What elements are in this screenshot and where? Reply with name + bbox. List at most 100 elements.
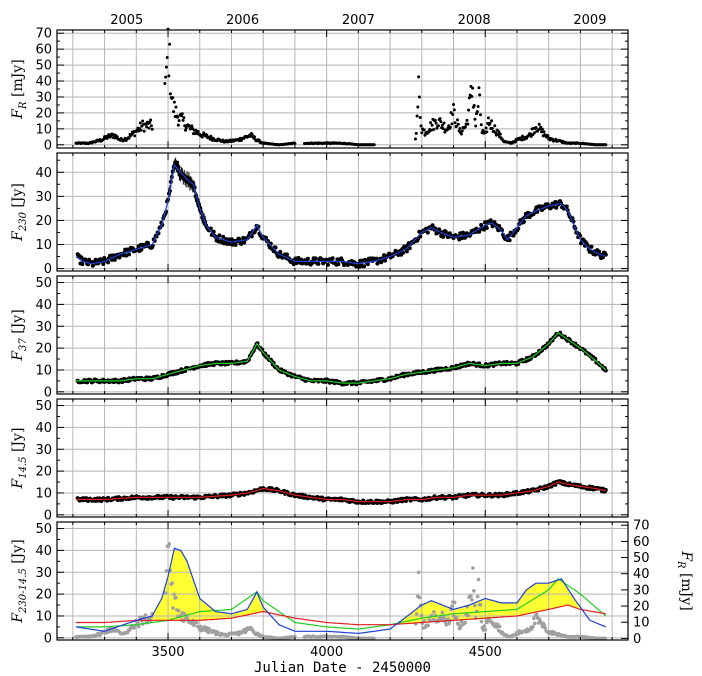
y-right-tick-label: 50 [633, 551, 650, 566]
optical-point [172, 592, 176, 597]
top-year-label: 2005 [110, 13, 143, 28]
data-point [485, 130, 489, 134]
y-tick-label: 40 [35, 421, 52, 436]
data-point [146, 240, 151, 245]
data-point [190, 124, 194, 128]
y-tick-label: 40 [35, 298, 52, 313]
optical-point [471, 566, 475, 570]
data-point [476, 105, 480, 109]
data-point [106, 260, 111, 265]
data-point [196, 130, 200, 134]
data-point [181, 118, 185, 122]
data-point [546, 134, 550, 138]
optical-point [456, 622, 461, 627]
fit-curve [75, 163, 607, 265]
data-point [168, 92, 172, 96]
data-point [500, 228, 505, 233]
data-point [507, 238, 512, 243]
data-point [437, 227, 442, 232]
data-point [176, 115, 180, 119]
data-point [168, 42, 172, 46]
data-point [284, 252, 289, 257]
optical-point [444, 622, 449, 627]
data-point [458, 127, 462, 131]
data-point [164, 65, 168, 69]
optical-point [482, 624, 487, 628]
data-point [417, 75, 421, 79]
optical-point [136, 620, 140, 625]
difference-fill [76, 548, 606, 625]
optical-point [450, 604, 454, 608]
data-point [225, 241, 230, 246]
y-tick-label: 0 [44, 508, 52, 523]
data-point [511, 233, 516, 238]
data-point [448, 125, 452, 129]
top-year-label: 2007 [342, 13, 375, 28]
y-axis-label: F230 [Jy] [10, 183, 29, 242]
data-point [221, 234, 226, 239]
y-tick-label: 30 [35, 190, 52, 205]
optical-point [472, 603, 477, 608]
optical-point [531, 624, 535, 629]
y-tick-label: 10 [35, 486, 52, 501]
data-point [417, 95, 421, 99]
data-point [439, 120, 443, 124]
data-point [117, 255, 122, 260]
y-tick-label: 10 [35, 238, 52, 253]
data-point [414, 131, 418, 135]
series-curve [76, 578, 607, 630]
optical-point [416, 570, 421, 575]
y-tick-label: 10 [35, 122, 52, 137]
data-point [419, 124, 423, 128]
data-point [416, 105, 420, 109]
data-point [465, 118, 469, 122]
data-point [453, 121, 457, 125]
fit-curve [76, 332, 607, 384]
data-point [147, 126, 151, 130]
y-tick-label: 30 [35, 566, 52, 581]
y-tick-label: 20 [35, 465, 52, 480]
data-point [498, 132, 502, 136]
data-point [540, 130, 544, 134]
optical-point [469, 594, 473, 598]
data-point [149, 118, 153, 122]
data-point [486, 116, 490, 120]
y-axis-label: F37 [Jy] [10, 309, 29, 361]
data-point [433, 118, 437, 122]
y-axis-label: FR [mJy] [10, 59, 29, 119]
data-point [474, 124, 478, 128]
optical-point [475, 594, 480, 599]
optical-point [478, 603, 483, 607]
optical-point [143, 613, 148, 617]
top-year-label: 2008 [458, 13, 491, 28]
optical-point [479, 619, 484, 624]
optical-point [195, 620, 199, 625]
optical-point [440, 610, 445, 615]
data-point [484, 226, 489, 231]
data-point [271, 361, 276, 366]
x-tick-label: 4500 [469, 645, 502, 660]
data-point [467, 96, 471, 100]
data-point [145, 125, 149, 129]
data-point [372, 143, 376, 147]
data-point [470, 95, 474, 99]
data-point [252, 135, 256, 139]
data-point [127, 136, 131, 140]
data-point [165, 55, 169, 59]
panel-frame [56, 521, 629, 641]
optical-point [171, 606, 175, 610]
optical-point [202, 625, 207, 629]
data-point [172, 110, 176, 114]
data-point [488, 218, 493, 223]
top-year-label: 2006 [226, 13, 259, 28]
data-point [528, 132, 532, 136]
data-point [534, 126, 538, 130]
data-point [452, 108, 456, 112]
data-point [521, 134, 525, 138]
y-tick-label: 20 [35, 106, 52, 121]
data-point [436, 124, 440, 128]
y-tick-label: 30 [35, 443, 52, 458]
data-point [106, 135, 110, 139]
data-point [459, 132, 463, 136]
